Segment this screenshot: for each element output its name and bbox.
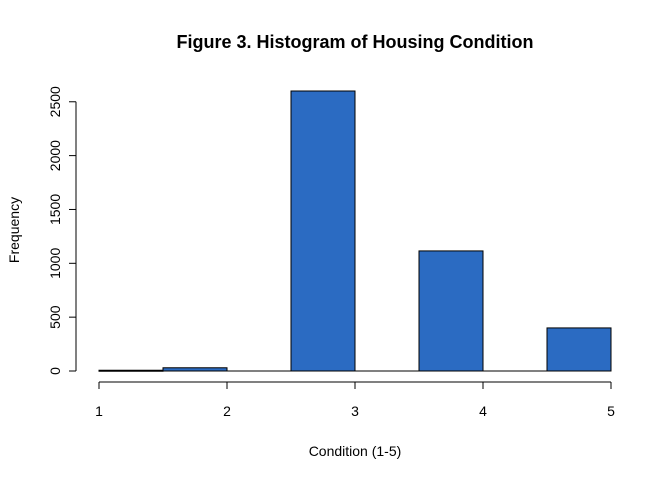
y-tick-label: 500 <box>47 305 63 329</box>
histogram-bar <box>98 369 164 372</box>
y-tick-label: 0 <box>47 367 63 375</box>
x-tick-label: 5 <box>607 403 615 419</box>
histogram-bar <box>162 367 228 372</box>
y-axis: 0 500 1000 1500 2000 2500 <box>47 86 77 375</box>
y-tick-label: 1500 <box>47 194 63 225</box>
x-tick-label: 1 <box>95 403 103 419</box>
y-axis-label: Frequency <box>6 197 22 263</box>
histogram-bar <box>546 327 612 372</box>
x-axis: 1 2 3 4 5 <box>95 381 615 419</box>
x-axis-label: Condition (1-5) <box>309 443 402 459</box>
bars-group <box>98 90 612 372</box>
x-tick-label: 2 <box>223 403 231 419</box>
x-tick-label: 4 <box>479 403 487 419</box>
y-tick-label: 2000 <box>47 140 63 171</box>
y-tick-label: 2500 <box>47 86 63 117</box>
histogram-bar <box>418 250 484 372</box>
x-tick-label: 3 <box>351 403 359 419</box>
y-tick-label: 1000 <box>47 248 63 279</box>
histogram-bar <box>290 90 356 372</box>
chart-title: Figure 3. Histogram of Housing Condition <box>177 32 534 52</box>
